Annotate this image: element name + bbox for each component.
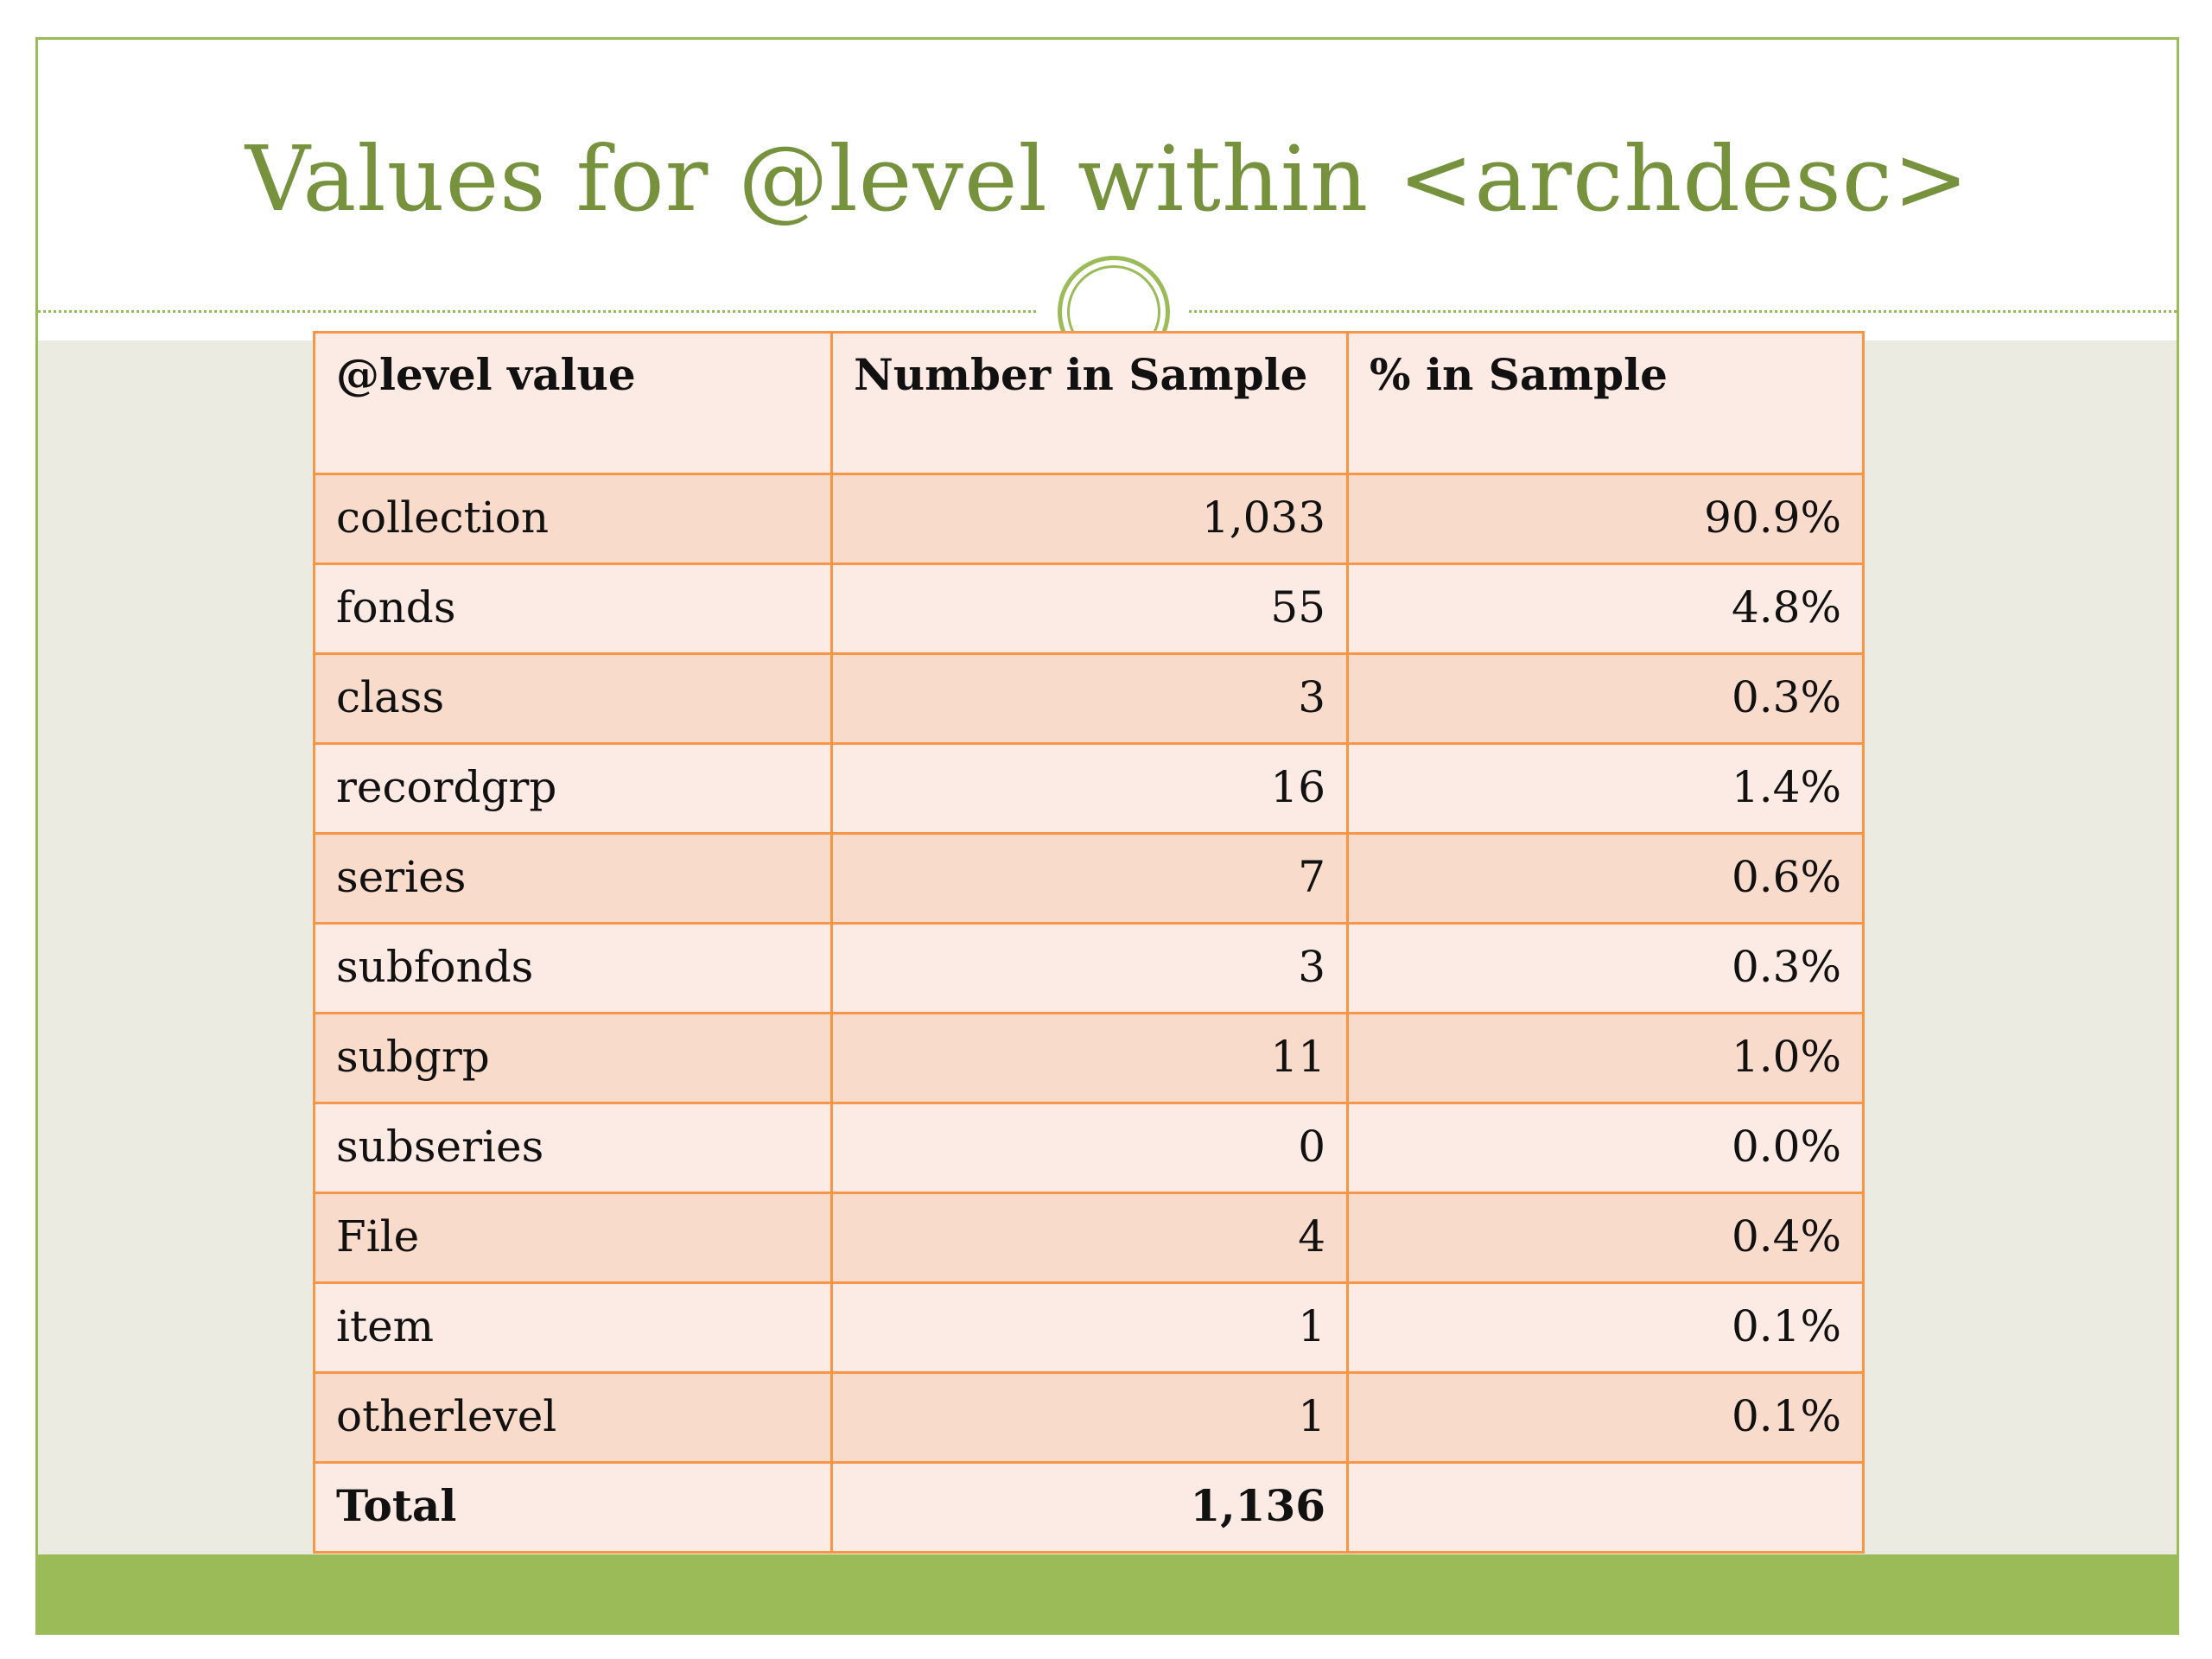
table-total-row: Total 1,136 (312, 1461, 1865, 1554)
slide-footer-band (38, 1554, 2177, 1632)
percent-cell: 1.0% (1346, 1012, 1865, 1104)
percent-cell: 0.1% (1346, 1281, 1865, 1374)
table-row: subseries 0 0.0% (312, 1102, 1865, 1194)
level-cell: otherlevel (312, 1371, 834, 1464)
table-row: subfonds 3 0.3% (312, 922, 1865, 1014)
percent-cell: 0.3% (1346, 922, 1865, 1014)
table-row: recordgrp 16 1.4% (312, 742, 1865, 835)
column-header-percent: % in Sample (1346, 331, 1865, 475)
level-cell: subseries (312, 1102, 834, 1194)
level-cell: fonds (312, 563, 834, 655)
percent-cell: 0.4% (1346, 1192, 1865, 1284)
table-header-row: @level value Number in Sample % in Sampl… (312, 331, 1865, 475)
column-header-level: @level value (312, 331, 834, 475)
percent-cell: 0.3% (1346, 652, 1865, 745)
level-cell: item (312, 1281, 834, 1374)
number-cell: 4 (830, 1192, 1350, 1284)
number-cell: 7 (830, 832, 1350, 925)
number-cell: 11 (830, 1012, 1350, 1104)
title-divider-right (1189, 310, 2177, 313)
total-number-cell: 1,136 (830, 1461, 1350, 1554)
table-row: class 3 0.3% (312, 652, 1865, 745)
number-cell: 0 (830, 1102, 1350, 1194)
number-cell: 1,033 (830, 473, 1350, 565)
level-cell: collection (312, 473, 834, 565)
number-cell: 16 (830, 742, 1350, 835)
table-row: series 7 0.6% (312, 832, 1865, 925)
number-cell: 3 (830, 922, 1350, 1014)
number-cell: 55 (830, 563, 1350, 655)
number-cell: 1 (830, 1371, 1350, 1464)
number-cell: 1 (830, 1281, 1350, 1374)
number-cell: 3 (830, 652, 1350, 745)
column-header-number: Number in Sample (830, 331, 1350, 475)
table-row: collection 1,033 90.9% (312, 473, 1865, 565)
level-cell: recordgrp (312, 742, 834, 835)
table-row: subgrp 11 1.0% (312, 1012, 1865, 1104)
percent-cell: 0.0% (1346, 1102, 1865, 1194)
level-cell: File (312, 1192, 834, 1284)
slide-title: Values for @level within <archdesc> (245, 126, 1970, 232)
level-cell: subgrp (312, 1012, 834, 1104)
table-row: item 1 0.1% (312, 1281, 1865, 1374)
percent-cell: 0.1% (1346, 1371, 1865, 1464)
level-cell: subfonds (312, 922, 834, 1014)
percent-cell: 0.6% (1346, 832, 1865, 925)
percent-cell: 4.8% (1346, 563, 1865, 655)
level-cell: series (312, 832, 834, 925)
percent-cell: 90.9% (1346, 473, 1865, 565)
total-percent-cell (1346, 1461, 1865, 1554)
level-values-table: @level value Number in Sample % in Sampl… (312, 331, 1865, 1554)
table-row: fonds 55 4.8% (312, 563, 1865, 655)
level-cell: class (312, 652, 834, 745)
total-label-cell: Total (312, 1461, 834, 1554)
title-divider-left (38, 310, 1036, 313)
table-row: otherlevel 1 0.1% (312, 1371, 1865, 1464)
table-row: File 4 0.4% (312, 1192, 1865, 1284)
percent-cell: 1.4% (1346, 742, 1865, 835)
